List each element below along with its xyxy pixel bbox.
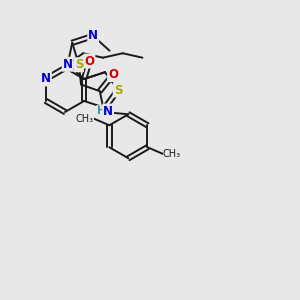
Text: S: S (75, 58, 83, 71)
Text: N: N (41, 73, 51, 85)
Text: S: S (114, 83, 122, 97)
Text: N: N (103, 105, 113, 118)
Text: CH₃: CH₃ (76, 114, 94, 124)
Text: H: H (97, 106, 106, 116)
Text: N: N (63, 58, 73, 71)
Text: O: O (84, 55, 94, 68)
Text: CH₃: CH₃ (163, 149, 181, 159)
Text: O: O (108, 68, 118, 81)
Text: N: N (88, 29, 98, 43)
